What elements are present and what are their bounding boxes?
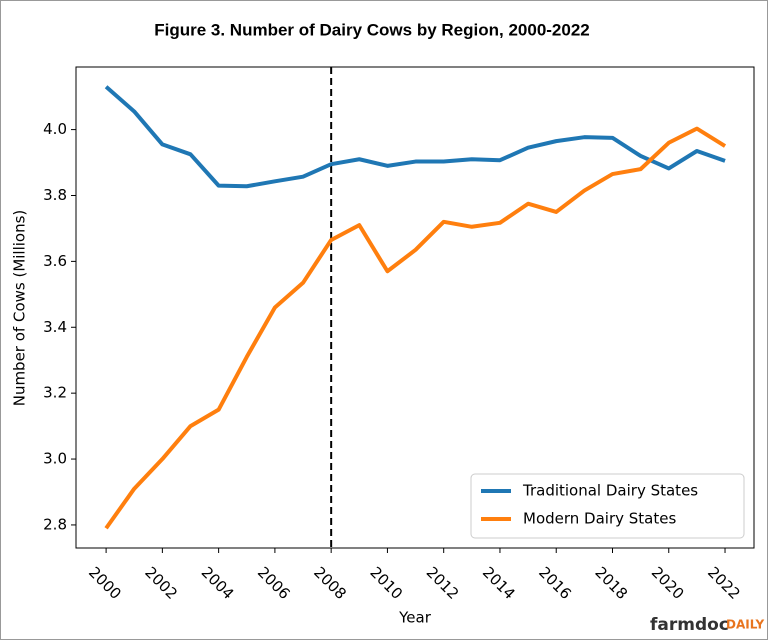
series-line <box>104 85 726 189</box>
logo-main: farmdoc <box>650 615 729 635</box>
y-tick-label: 3.0 <box>43 450 67 468</box>
legend-box <box>470 473 745 539</box>
plot-border <box>75 66 755 549</box>
y-tick-label: 3.2 <box>43 384 67 402</box>
y-tick-label: 2.8 <box>43 515 67 533</box>
y-tick-label: 4.0 <box>43 120 67 138</box>
logo-sub: DAILY <box>726 618 764 632</box>
y-tick-label: 3.4 <box>43 318 67 336</box>
y-tick-label: 3.8 <box>43 186 67 204</box>
y-tick-label: 3.6 <box>43 252 67 270</box>
legend-label: Modern Dairy States <box>523 510 676 528</box>
y-axis-label: Number of Cows (Millions) <box>11 210 29 407</box>
legend-label: Traditional Dairy States <box>522 482 698 500</box>
chart-title: Figure 3. Number of Dairy Cows by Region… <box>154 20 590 39</box>
x-axis-label: Year <box>398 609 432 627</box>
series-line <box>104 126 727 530</box>
